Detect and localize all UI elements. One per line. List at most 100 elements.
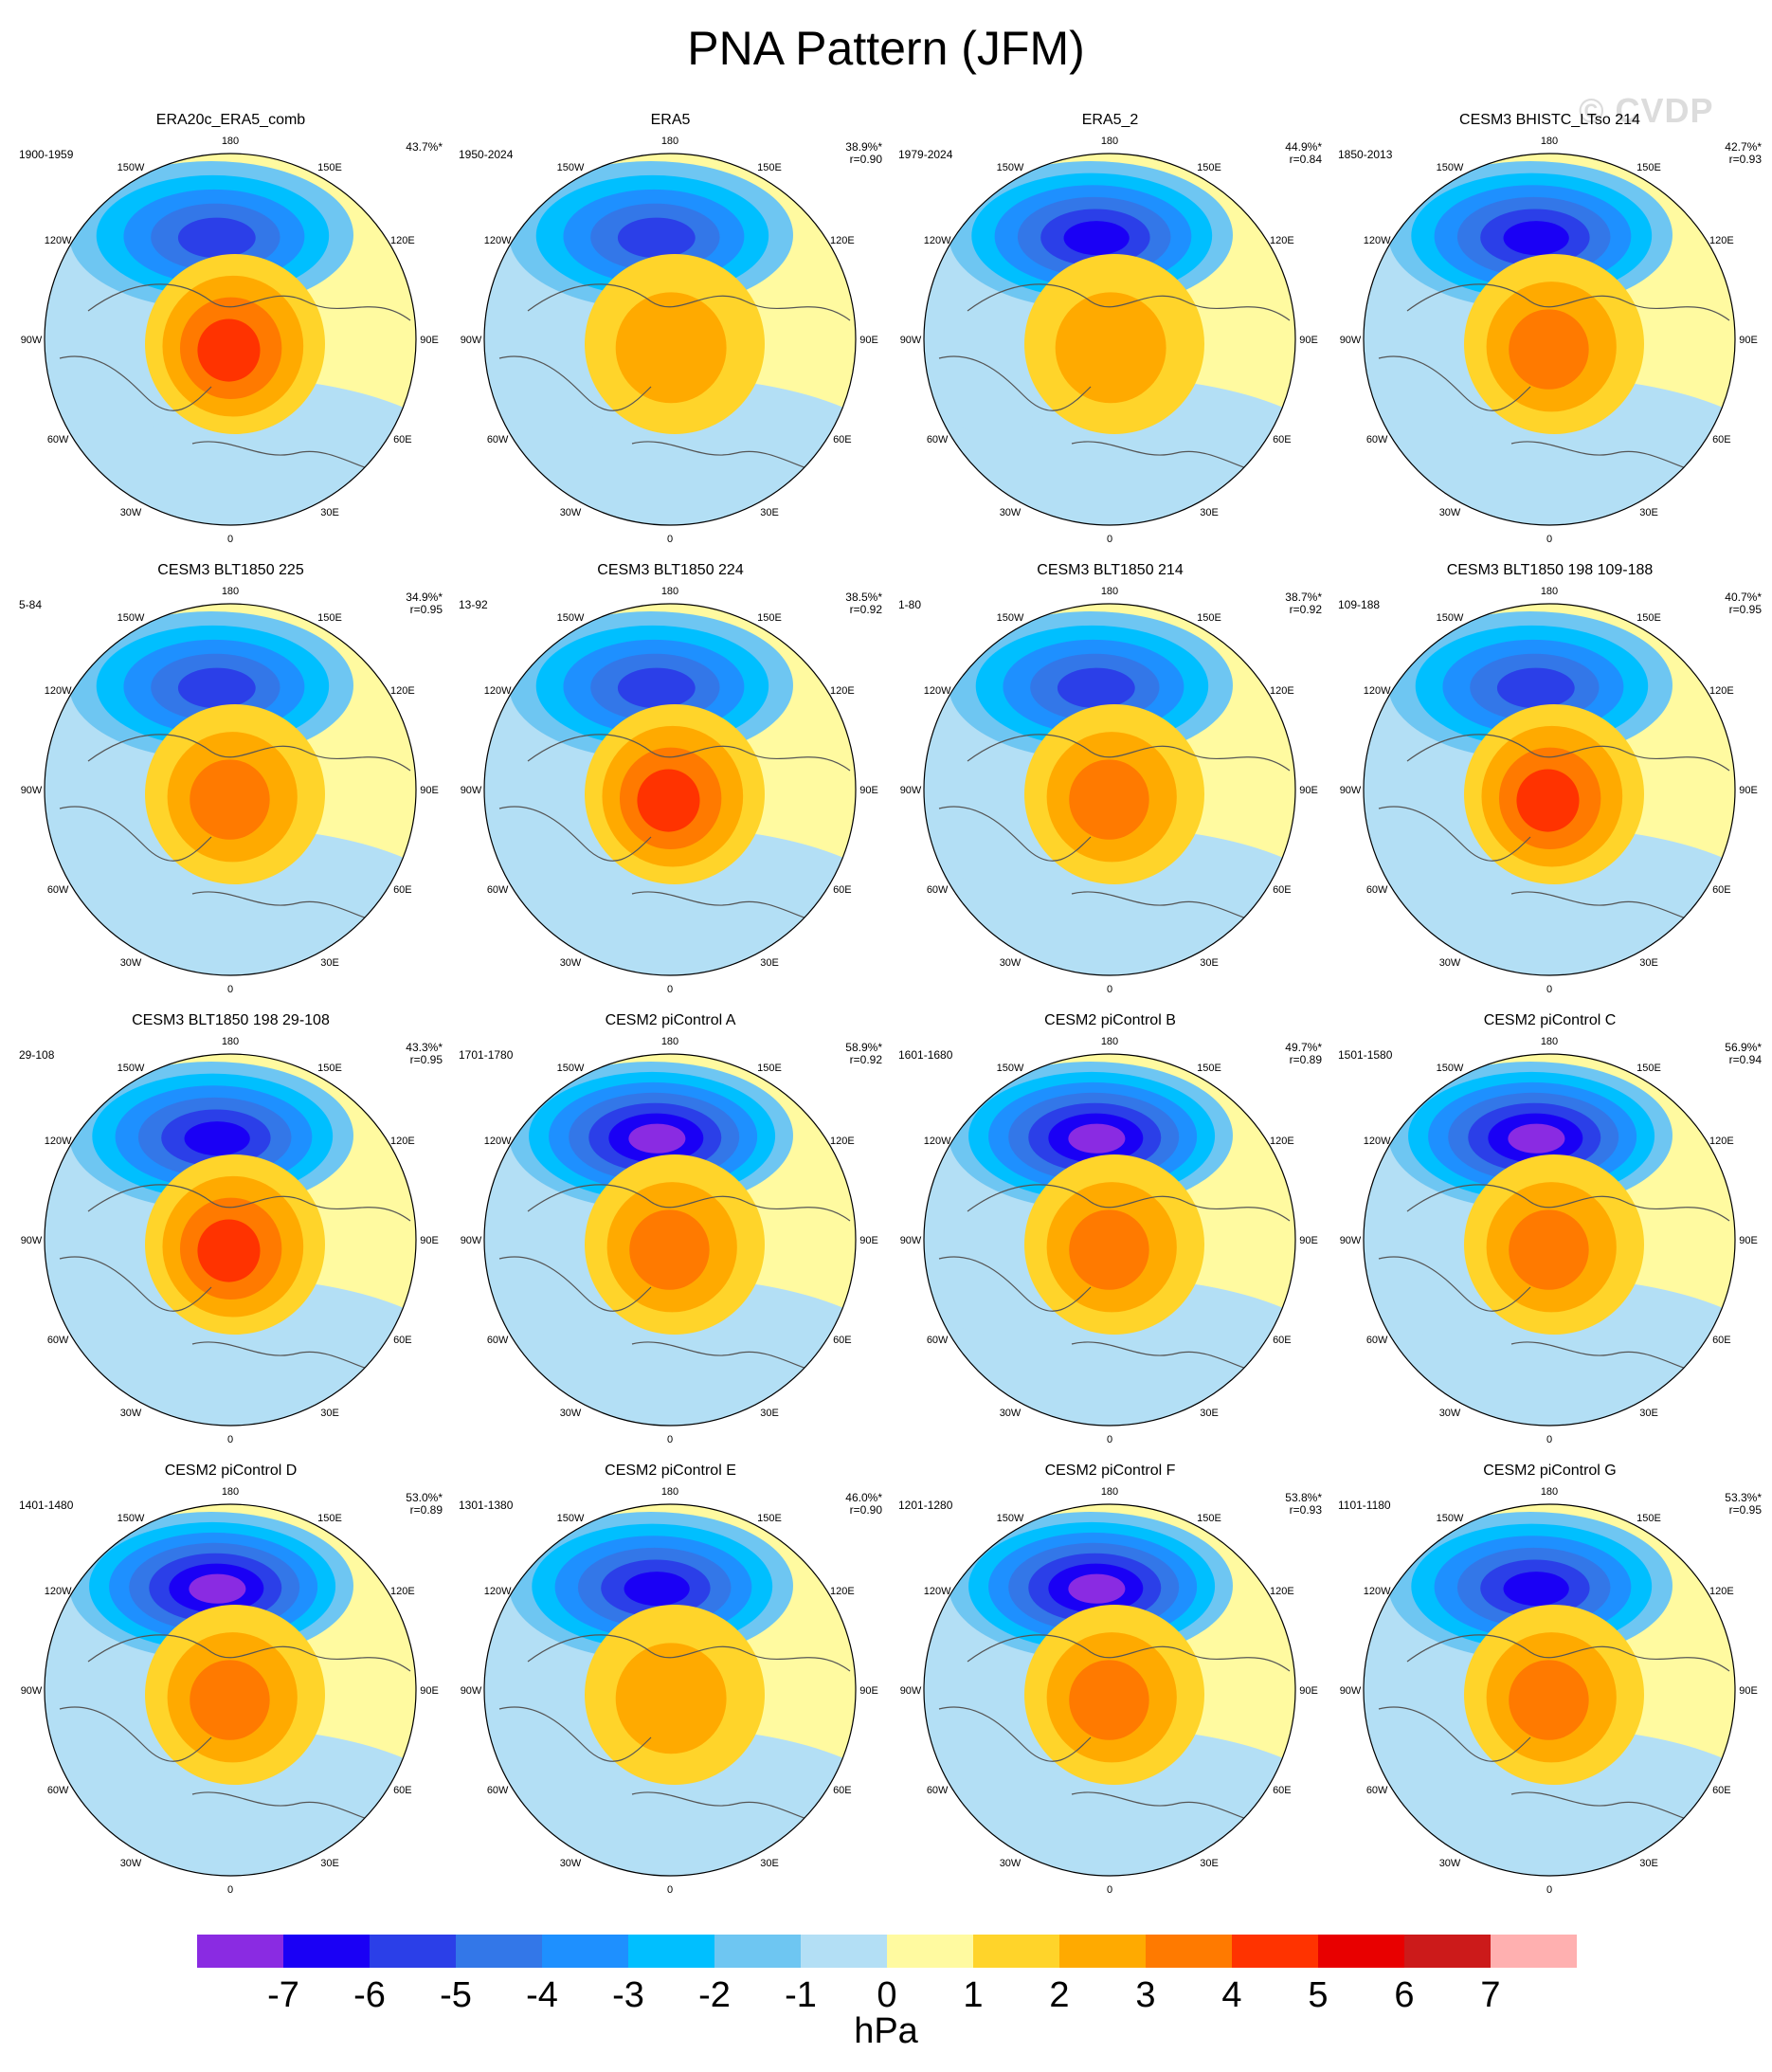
longitude-label: 180 [222,1486,239,1498]
longitude-label: 120E [830,685,855,697]
colorbar-tick-label: 4 [1221,1975,1242,2015]
longitude-label: 30E [1639,1408,1658,1419]
longitude-label: 90W [1340,1685,1362,1697]
polar-map: 180 150E 120E 90E 60E 30E 0 30W 60W 90W 120W 150W [461,1486,878,1896]
longitude-label: 120E [830,1136,855,1147]
panel-stats: 40.7%* r=0.95 [1725,591,1762,616]
longitude-label: 60E [393,1785,412,1796]
longitude-label: 150E [1197,1513,1221,1524]
map-border [923,603,1296,976]
longitude-label: 180 [222,136,239,147]
colorbar-segment [1404,1935,1491,1968]
variance-explained: 44.9%* [1285,140,1322,154]
polar-map: 180 150E 120E 90E 60E 30E 0 30W 60W 90W 120W 150W [900,586,1318,995]
map-panel: 180 150E 120E 90E 60E 30E 0 30W 60W 90W 120W 150W CE… [889,562,1331,1012]
variance-explained: 53.8%* [1285,1491,1322,1504]
longitude-label: 30E [1639,507,1658,518]
longitude-label: 90W [1340,1235,1362,1246]
longitude-label: 0 [1546,984,1552,995]
longitude-label: 60W [927,1785,949,1796]
longitude-label: 120W [484,1136,512,1147]
map-panel: 180 150E 120E 90E 60E 30E 0 30W 60W 90W 120W 150W CE… [9,1012,452,1463]
longitude-label: 90E [859,1685,878,1697]
longitude-label: 60E [1273,1785,1292,1796]
longitude-label: 180 [661,586,678,597]
longitude-label: 120W [45,685,72,697]
longitude-label: 60E [1712,1785,1731,1796]
panel-stats: 44.9%* r=0.84 [1285,141,1322,166]
panel-stats: 46.0%* r=0.90 [845,1492,882,1517]
pattern-correlation: r=0.95 [409,1053,443,1066]
longitude-label: 90E [859,1235,878,1246]
longitude-label: 0 [1107,984,1112,995]
longitude-label: 150E [1636,162,1661,173]
longitude-label: 30W [1000,957,1022,969]
longitude-label: 30E [320,1408,339,1419]
longitude-label: 180 [1101,586,1118,597]
longitude-label: 30E [760,507,779,518]
pattern-correlation: r=0.92 [849,1053,882,1066]
positive-anomaly-contour [1509,309,1589,390]
longitude-label: 0 [227,534,233,545]
longitude-label: 90E [1299,1235,1318,1246]
longitude-label: 60W [927,884,949,896]
longitude-label: 0 [667,1884,673,1896]
panel-title: CESM2 piControl C [1483,1012,1617,1028]
longitude-label: 30W [560,1408,582,1419]
panel-period: 1501-1580 [1338,1048,1393,1062]
negative-anomaly-contour [1068,1123,1126,1154]
polar-map: 180 150E 120E 90E 60E 30E 0 30W 60W 90W 120W 150W [1340,1486,1758,1896]
longitude-label: 30W [120,957,142,969]
panel-period: 13-92 [459,598,488,611]
longitude-label: 90W [21,1685,43,1697]
longitude-label: 90W [461,785,482,796]
map-panel: 180 150E 120E 90E 60E 30E 0 30W 60W 90W 120W 150W CE… [449,1012,892,1463]
longitude-label: 60E [1273,884,1292,896]
longitude-label: 90W [1340,785,1362,796]
negative-anomaly-contour [1503,1572,1569,1607]
panel-stats: 56.9%* r=0.94 [1725,1042,1762,1066]
polar-map: 180 150E 120E 90E 60E 30E 0 30W 60W 90W 120W 150W [900,136,1318,545]
positive-anomaly-contour [1509,1660,1589,1740]
longitude-label: 60W [487,434,509,445]
longitude-label: 120E [390,1136,415,1147]
variance-explained: 42.7%* [1725,140,1762,154]
positive-anomaly-contour [1509,1209,1589,1290]
panel-period: 1900-1959 [19,148,74,161]
longitude-label: 150W [997,162,1024,173]
longitude-label: 120W [924,1586,951,1597]
longitude-label: 0 [227,984,233,995]
positive-anomaly-contour [1069,1660,1149,1740]
longitude-label: 150E [317,1063,342,1074]
longitude-label: 120W [1364,685,1391,697]
polar-map: 180 150E 120E 90E 60E 30E 0 30W 60W 90W 120W 150W [461,586,878,995]
colorbar-segment [1232,1935,1318,1968]
panel-stats: 58.9%* r=0.92 [845,1042,882,1066]
longitude-label: 30E [760,1858,779,1869]
panel-period: 1101-1180 [1338,1499,1391,1512]
variance-explained: 34.9%* [406,591,443,604]
negative-anomaly-contour [624,1572,690,1607]
panel-stats: 42.7%* r=0.93 [1725,141,1762,166]
panel-title: ERA5 [650,112,691,128]
longitude-label: 180 [1541,136,1558,147]
longitude-label: 30E [760,1408,779,1419]
longitude-label: 120W [1364,1136,1391,1147]
panel-title: ERA20c_ERA5_comb [155,112,306,128]
longitude-label: 120W [484,685,512,697]
colorbar-tick-label: -6 [353,1975,386,2015]
longitude-label: 60E [393,434,412,445]
longitude-label: 60W [1366,434,1388,445]
longitude-label: 90E [420,1685,439,1697]
negative-anomaly-contour [617,667,696,709]
longitude-label: 90W [1340,335,1362,346]
longitude-label: 90W [21,785,43,796]
colorbar-tick-label: -2 [698,1975,731,2015]
panel-period: 5-84 [19,598,43,611]
polar-map: 180 150E 120E 90E 60E 30E 0 30W 60W 90W 120W 150W [1340,586,1758,995]
positive-anomaly-contour [197,318,261,382]
polar-map: 180 150E 120E 90E 60E 30E 0 30W 60W 90W 120W 150W [21,586,439,995]
colorbar-tick-label: 5 [1308,1975,1329,2015]
map-border [483,1503,857,1877]
longitude-label: 30W [1439,1408,1461,1419]
